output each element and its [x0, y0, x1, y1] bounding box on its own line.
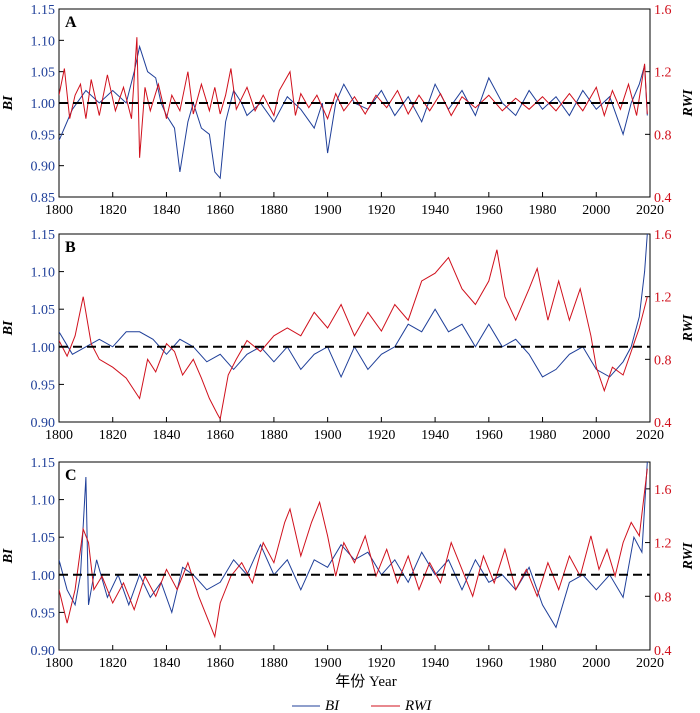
y-tick-label: 0.90 — [31, 416, 56, 431]
x-tick-label: 1880 — [260, 656, 288, 671]
y2-axis-label: RWI — [681, 542, 696, 571]
y2-tick-label: 0.8 — [654, 590, 672, 605]
y-tick-label: 0.85 — [31, 191, 56, 206]
y2-tick-label: 1.2 — [654, 537, 672, 552]
x-tick-label: 1960 — [475, 428, 503, 443]
x-tick-label: 1960 — [475, 203, 503, 218]
y-tick-label: 0.95 — [31, 378, 56, 393]
y2-tick-label: 1.6 — [654, 3, 672, 18]
x-tick-label: 1900 — [314, 203, 342, 218]
y2-axis-label: RWI — [681, 89, 696, 118]
series-bi-line — [59, 44, 648, 180]
x-tick-label: 1940 — [421, 203, 449, 218]
x-tick-label: 1840 — [152, 428, 180, 443]
y-tick-label: 1.15 — [31, 456, 56, 471]
y-tick-label: 1.10 — [31, 494, 56, 509]
x-tick-label: 1940 — [421, 656, 449, 671]
y-tick-label: 0.90 — [31, 160, 56, 175]
x-tick-label: 2000 — [582, 203, 610, 218]
series-rwi-line — [59, 37, 648, 158]
panel-label: A — [65, 14, 77, 31]
y2-axis-label: RWI — [681, 314, 696, 343]
y-tick-label: 1.10 — [31, 266, 56, 281]
x-tick-label: 1920 — [367, 428, 395, 443]
panel-A: 0.85 0.90 0.95 1.00 1.05 1.10 1.15 0.4 0.8 1.2 1.6… — [1, 3, 696, 218]
series-bi-line — [59, 462, 648, 629]
x-tick-label: 1900 — [314, 656, 342, 671]
y-tick-label: 0.95 — [31, 128, 56, 143]
plot-frame — [58, 461, 651, 651]
x-tick-label: 1980 — [529, 428, 557, 443]
y2-tick-label: 0.8 — [654, 353, 672, 368]
x-tick-label: 1940 — [421, 428, 449, 443]
y-tick-label: 1.15 — [31, 228, 56, 243]
series-rwi-line — [59, 249, 648, 421]
panel-label: B — [65, 239, 76, 256]
x-tick-label: 2020 — [636, 656, 664, 671]
y-axis-label: BI — [1, 320, 16, 336]
y2-tick-label: 0.4 — [654, 191, 672, 206]
y-tick-label: 1.05 — [31, 303, 56, 318]
y-axis-label: BI — [1, 548, 16, 564]
y2-tick-label: 1.6 — [654, 483, 672, 498]
series-bi-line — [59, 234, 648, 379]
y-tick-label: 1.00 — [31, 97, 56, 112]
x-tick-label: 2020 — [636, 428, 664, 443]
series-rwi-line — [59, 468, 648, 639]
y-tick-label: 1.10 — [31, 34, 56, 49]
x-tick-label: 1860 — [206, 428, 234, 443]
x-tick-label: 1820 — [99, 203, 127, 218]
x-tick-label: 1800 — [45, 656, 73, 671]
x-tick-label: 1980 — [529, 203, 557, 218]
x-tick-label: 1920 — [367, 656, 395, 671]
x-tick-label: 2020 — [636, 203, 664, 218]
legend-label-bi: BI — [325, 698, 340, 713]
panel-label: C — [65, 467, 77, 484]
x-tick-label: 1800 — [45, 203, 73, 218]
legend-label-rwi: RWI — [404, 698, 432, 713]
y2-tick-label: 1.2 — [654, 66, 672, 81]
panel-C: 0.90 0.95 1.00 1.05 1.10 1.15 0.4 0.8 1.2 1.6 1800… — [1, 456, 696, 671]
x-tick-label: 1880 — [260, 203, 288, 218]
x-tick-label: 2000 — [582, 656, 610, 671]
legend: BI RWI — [292, 698, 432, 713]
x-tick-label: 1900 — [314, 428, 342, 443]
y2-tick-label: 1.6 — [654, 228, 672, 243]
y-tick-label: 1.05 — [31, 531, 56, 546]
y2-tick-label: 0.4 — [654, 644, 672, 659]
x-tick-label: 1860 — [206, 203, 234, 218]
x-tick-label: 1840 — [152, 203, 180, 218]
y2-tick-label: 0.4 — [654, 416, 672, 431]
y-tick-label: 1.00 — [31, 569, 56, 584]
x-tick-label: 1980 — [529, 656, 557, 671]
x-tick-label: 1820 — [99, 656, 127, 671]
x-tick-label: 1840 — [152, 656, 180, 671]
y-axis-label: BI — [1, 95, 16, 111]
y-tick-label: 0.95 — [31, 606, 56, 621]
x-tick-label: 1860 — [206, 656, 234, 671]
x-tick-label: 1880 — [260, 428, 288, 443]
x-tick-label: 2000 — [582, 428, 610, 443]
x-axis-label: 年份 Year — [335, 673, 396, 690]
y2-tick-label: 0.8 — [654, 128, 672, 143]
plot-frame — [58, 233, 651, 423]
x-tick-label: 1800 — [45, 428, 73, 443]
y-tick-label: 1.15 — [31, 3, 56, 18]
y-tick-label: 0.90 — [31, 644, 56, 659]
y2-tick-label: 1.2 — [654, 291, 672, 306]
y-tick-label: 1.05 — [31, 66, 56, 81]
y-tick-label: 1.00 — [31, 341, 56, 356]
x-tick-label: 1820 — [99, 428, 127, 443]
panel-B: 0.90 0.95 1.00 1.05 1.10 1.15 0.4 0.8 1.2 1.6 1800… — [1, 228, 696, 443]
x-tick-label: 1920 — [367, 203, 395, 218]
x-tick-label: 1960 — [475, 656, 503, 671]
